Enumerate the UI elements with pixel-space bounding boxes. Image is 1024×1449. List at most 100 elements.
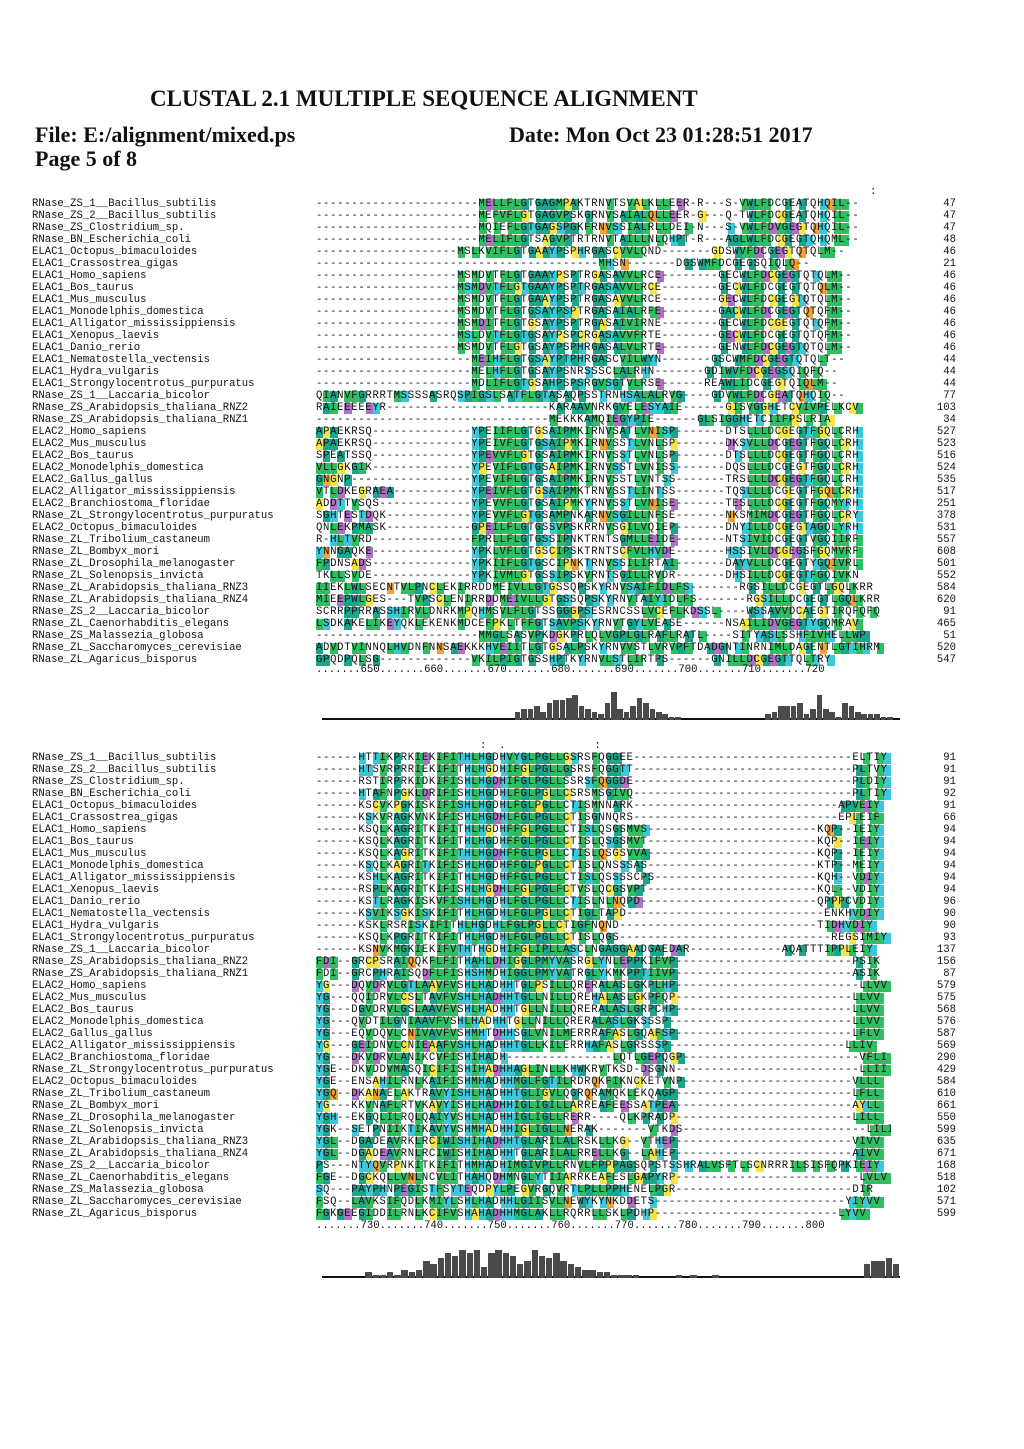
residue-highlight	[770, 415, 778, 426]
residue-highlight	[834, 271, 842, 282]
residue-highlight	[557, 559, 565, 570]
residue-highlight	[415, 933, 423, 944]
sequence-residues: YG---DKVDRVLANIKCVFISHIHADH-------------…	[316, 1052, 891, 1064]
residue-highlight	[557, 619, 565, 630]
residue-highlight	[628, 271, 636, 282]
sequence-name: RNase_ZL_Strongylocentrotus_purpuratus	[32, 1064, 274, 1076]
residue-highlight	[379, 837, 388, 848]
residue-highlight	[855, 463, 863, 474]
residue-count: 535	[936, 474, 956, 486]
residue-highlight	[458, 307, 466, 318]
residue-highlight	[479, 861, 487, 872]
residue-highlight	[372, 897, 381, 908]
residue-highlight	[742, 199, 750, 210]
residue-highlight	[557, 789, 565, 800]
residue-highlight	[649, 535, 658, 546]
residue-highlight	[344, 547, 352, 558]
residue-highlight	[557, 199, 565, 210]
residue-highlight	[316, 595, 324, 606]
residue-highlight	[798, 535, 807, 546]
histogram-bar	[771, 711, 778, 720]
histogram-bar	[430, 1264, 437, 1278]
residue-highlight	[642, 583, 650, 594]
sequence-name: ELAC1_Mus_musculus	[32, 848, 147, 860]
residue-highlight	[564, 199, 572, 210]
residue-highlight	[742, 307, 750, 318]
sequence-name: ELAC1_Homo_sapiens	[32, 824, 147, 836]
sequence-text: ADDTTVSQS-------------YPEVVFLGTGSAIPMKYR…	[316, 498, 860, 510]
residue-highlight	[458, 753, 466, 764]
residue-highlight	[514, 487, 523, 498]
residue-highlight	[443, 861, 452, 872]
residue-highlight	[479, 753, 487, 764]
residue-highlight	[656, 427, 665, 438]
residue-highlight	[834, 463, 842, 474]
residue-count: 557	[936, 534, 956, 546]
residue-highlight	[500, 957, 508, 968]
residue-highlight	[784, 223, 792, 234]
residue-highlight	[543, 307, 551, 318]
sequence-text: ------HTAFNPGKLDRIFISHLHGDHLFGLPGLLCSRSM…	[316, 788, 888, 800]
residue-highlight	[798, 235, 807, 246]
residue-highlight	[656, 523, 665, 534]
residue-highlight	[607, 499, 615, 510]
residue-highlight	[876, 837, 885, 848]
residue-highlight	[493, 619, 501, 630]
residue-highlight	[784, 259, 792, 270]
residue-highlight	[493, 223, 501, 234]
residue-count: 87	[943, 968, 956, 980]
residue-highlight	[536, 753, 544, 764]
residue-count: 527	[936, 426, 956, 438]
residue-highlight	[330, 403, 338, 414]
sequence-name: ELAC1_Xenopus_laevis	[32, 330, 160, 342]
residue-highlight	[656, 631, 665, 642]
residue-highlight	[784, 355, 792, 366]
sequence-name: ELAC1_Hydra_vulgaris	[32, 366, 160, 378]
residue-highlight	[529, 331, 537, 342]
residue-highlight	[330, 475, 338, 486]
residue-highlight	[529, 801, 537, 812]
residue-highlight	[514, 499, 523, 510]
sequence-residues: FSQ--LAVKSIFQDLKMIYLSHLHADHHLGIISVLNEWYK…	[316, 1196, 891, 1208]
residue-highlight	[720, 295, 729, 306]
residue-highlight	[550, 307, 558, 318]
residue-highlight	[415, 607, 423, 618]
residue-highlight	[529, 619, 537, 630]
residue-highlight	[635, 199, 643, 210]
residue-highlight	[642, 463, 650, 474]
residue-highlight	[727, 223, 736, 234]
histogram-bar	[533, 706, 540, 720]
residue-highlight	[798, 475, 807, 486]
residue-highlight	[436, 813, 445, 824]
residue-highlight	[614, 331, 622, 342]
residue-highlight	[564, 547, 572, 558]
residue-highlight	[479, 873, 487, 884]
residue-highlight	[663, 559, 672, 570]
residue-highlight	[536, 271, 544, 282]
residue-highlight	[521, 861, 530, 872]
residue-highlight	[479, 427, 487, 438]
residue-highlight	[770, 403, 778, 414]
residue-highlight	[529, 837, 537, 848]
residue-count: 46	[943, 342, 956, 354]
residue-highlight	[450, 789, 459, 800]
sequence-text: SGHTESTDQK------------YPEVVFLGTGSAMPNKAR…	[316, 510, 860, 522]
residue-highlight	[472, 367, 480, 378]
residue-highlight	[500, 271, 508, 282]
residue-highlight	[827, 271, 835, 282]
residue-highlight	[521, 331, 530, 342]
residue-highlight	[514, 391, 523, 402]
residue-highlight	[401, 391, 409, 402]
residue-highlight	[486, 595, 494, 606]
residue-highlight	[536, 631, 544, 642]
sequence-name: ELAC2_Octopus_bimaculoides	[32, 1076, 198, 1088]
residue-highlight	[742, 295, 750, 306]
sequence-text: -----------------------MELLFLGTGAGMPAKTR…	[316, 198, 860, 210]
residue-highlight	[720, 319, 729, 330]
residue-highlight	[607, 379, 615, 390]
residue-count: 465	[936, 618, 956, 630]
residue-highlight	[415, 849, 423, 860]
residue-highlight	[607, 523, 615, 534]
sequence-text: YGL--DGADEAVRKLRCIWISHIHADHHTGLARILALRSK…	[316, 1136, 881, 1148]
residue-highlight	[756, 571, 764, 582]
